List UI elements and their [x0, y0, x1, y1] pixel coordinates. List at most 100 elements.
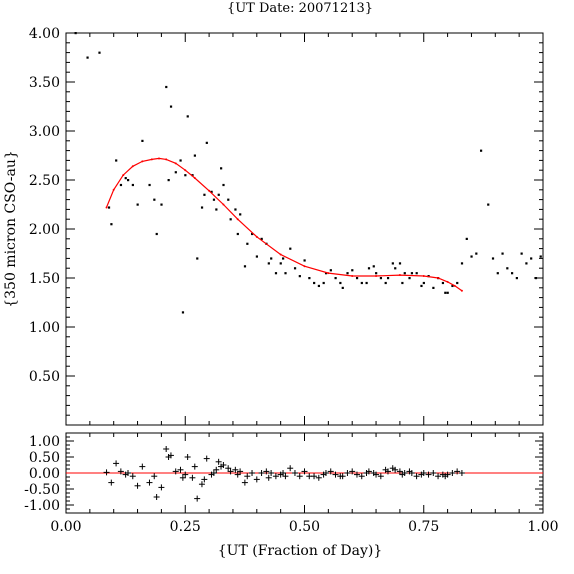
y-tick-label: 1.00 [29, 434, 60, 450]
fit-point [255, 235, 258, 238]
chart-title: {UT Date: 20071213} [227, 1, 373, 16]
data-point [203, 193, 206, 196]
data-point [131, 183, 134, 187]
residual-point [210, 470, 217, 476]
data-point [165, 85, 168, 89]
fit-curve [105, 157, 463, 292]
data-point [279, 262, 282, 265]
y-tick-label: 1.50 [29, 271, 60, 287]
data-point [432, 286, 435, 289]
residual-point [322, 470, 329, 476]
fit-point [165, 158, 168, 161]
y-axis-title: {350 micron CSO-au} [3, 150, 19, 308]
data-point [403, 272, 406, 275]
fit-point [193, 177, 196, 180]
data-point [470, 255, 473, 258]
data-point [148, 183, 151, 187]
data-point [456, 281, 459, 285]
data-point [227, 198, 230, 201]
data-point [236, 232, 239, 236]
data-point [270, 257, 273, 260]
data-point [205, 141, 208, 144]
data-point [308, 277, 311, 280]
fit-point [112, 188, 115, 191]
data-point [539, 255, 542, 258]
residual-point [215, 458, 222, 465]
data-point [212, 198, 216, 201]
residual-point [365, 468, 372, 475]
residual-point [344, 470, 351, 476]
residual-point [396, 468, 403, 475]
residual-point [220, 462, 227, 468]
data-point [360, 281, 363, 285]
x-tick-label: 0.00 [50, 519, 81, 535]
residual-point [263, 468, 270, 475]
fit-point [150, 158, 153, 161]
x-tick-label: 0.25 [170, 519, 201, 535]
data-point [422, 281, 425, 285]
data-point [398, 262, 402, 265]
fit-point [236, 218, 239, 221]
x-tick-label: 0.75 [408, 519, 439, 535]
fit-point [141, 160, 144, 163]
residual-point [153, 494, 160, 500]
data-point [313, 281, 316, 285]
data-point [515, 277, 518, 280]
y-tick-label: -0.50 [24, 482, 60, 498]
y-tick-label: 3.00 [29, 124, 60, 140]
y-tick-label: 0.50 [29, 369, 60, 385]
data-point [446, 291, 449, 294]
x-axis-title: {UT (Fraction of Day)} [218, 543, 382, 559]
residual-point [179, 474, 186, 481]
residual-point [189, 474, 196, 481]
fit-point [279, 253, 282, 256]
data-point [210, 190, 213, 193]
data-point [282, 257, 285, 260]
data-point [496, 272, 499, 275]
data-point [465, 237, 468, 240]
data-point [267, 262, 270, 265]
data-point [191, 174, 194, 177]
fit-point [131, 165, 134, 168]
residual-point [282, 473, 289, 480]
data-point [487, 203, 490, 206]
residual-point [177, 466, 184, 473]
residual-point [203, 455, 210, 462]
residual-point [182, 471, 189, 478]
fit-point [105, 206, 108, 209]
residual-point [384, 468, 391, 475]
fit-point [122, 174, 125, 177]
residual-point [227, 468, 234, 475]
data-point [491, 257, 495, 260]
residual-point [280, 470, 287, 476]
data-point [365, 281, 368, 285]
residual-point [358, 473, 365, 480]
residual-point [172, 468, 179, 475]
data-point [420, 284, 423, 288]
residual-point [272, 473, 279, 480]
residual-point [435, 473, 442, 480]
main-panel: 0.50 1.00 1.50 2.00 2.50 3.00 3.50 4.00 [29, 26, 544, 426]
fit-point [351, 275, 354, 278]
data-point [229, 218, 232, 221]
data-point [167, 179, 170, 182]
data-point [391, 262, 394, 265]
y-tick-label: 0.50 [29, 450, 60, 466]
y-tick-label: 4.00 [29, 26, 60, 42]
data-point [222, 183, 225, 187]
residual-point [301, 468, 308, 475]
residual-point [265, 474, 272, 481]
data-point [107, 206, 111, 209]
y-tick-label: 2.50 [29, 173, 60, 189]
residual-point [167, 452, 174, 459]
residual-point [139, 463, 146, 470]
fit-point [422, 275, 425, 278]
data-point [86, 56, 89, 59]
data-point [115, 159, 118, 162]
data-point [155, 232, 158, 236]
residual-point [327, 468, 334, 475]
data-point [534, 277, 538, 280]
data-point [451, 284, 454, 288]
y-tick-label: -1.00 [24, 498, 60, 514]
